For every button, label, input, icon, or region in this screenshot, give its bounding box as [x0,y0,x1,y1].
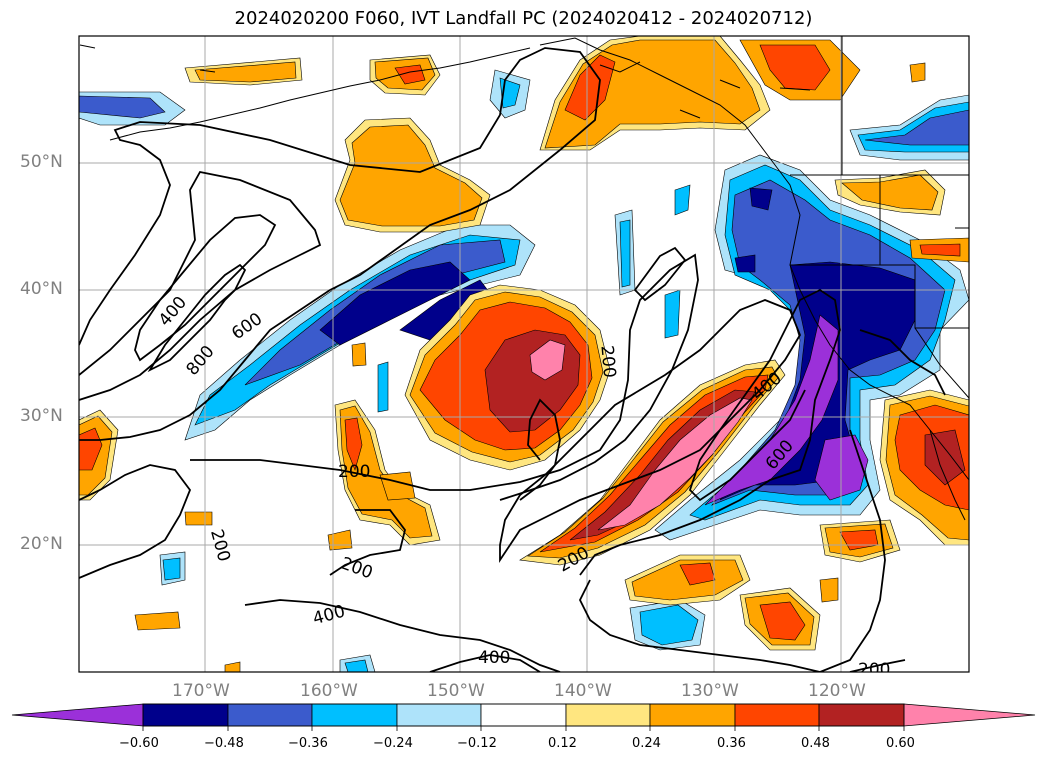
colorbar-swatch [396,703,482,727]
contour-label: 200 [858,660,890,680]
map-panel: 400 800 600 200 200 200 200 200 400 400 … [79,36,969,680]
lat-label-20n: 20°N [20,534,63,554]
colorbar-tick-label: 0.12 [548,736,577,751]
colorbar-extend-max [903,703,1036,727]
colorbar-tick-label: −0.48 [204,736,244,751]
colorbar-swatch [565,703,651,727]
colorbar-tick-label: −0.36 [288,736,328,751]
lat-label-50n: 50°N [20,152,63,172]
colorbar-extend-min [11,703,144,727]
contour-label: 200 [596,345,619,379]
coastlines [79,36,969,521]
colorbar-swatch [649,703,736,727]
lon-label-170w: 170°W [172,681,230,701]
lon-label-160w: 160°W [300,681,358,701]
lon-label-120w: 120°W [808,681,866,701]
colorbar-swatch [480,703,567,727]
colorbar [11,703,1036,731]
colorbar-swatch [818,703,905,727]
colorbar-tick-label: 0.48 [801,736,830,751]
negative-anomaly-fill [79,69,969,672]
ivt-contours [79,47,946,672]
colorbar-tick-label: −0.12 [457,736,497,751]
colorbar-tick-label: −0.24 [373,736,413,751]
map-frame [78,35,970,673]
colorbar-swatch [311,703,398,727]
colorbar-swatch [142,703,229,727]
lon-label-140w: 140°W [554,681,612,701]
contour-label: 200 [338,462,370,482]
colorbar-tick-label: 0.24 [632,736,661,751]
colorbar-tick-label: −0.60 [119,736,159,751]
lat-label-40n: 40°N [20,279,63,299]
lon-label-150w: 150°W [427,681,485,701]
colorbar-tick-label: 0.60 [886,736,915,751]
colorbar-ticks [142,726,905,731]
colorbar-swatch [734,703,820,727]
lon-label-130w: 130°W [681,681,739,701]
lat-label-30n: 30°N [20,406,63,426]
map-title: 2024020200 F060, IVT Landfall PC (202402… [234,8,813,29]
colorbar-tick-label: 0.36 [717,736,746,751]
contour-label: 400 [478,648,510,668]
colorbar-swatch [227,703,313,727]
positive-anomaly-fill [79,36,969,672]
